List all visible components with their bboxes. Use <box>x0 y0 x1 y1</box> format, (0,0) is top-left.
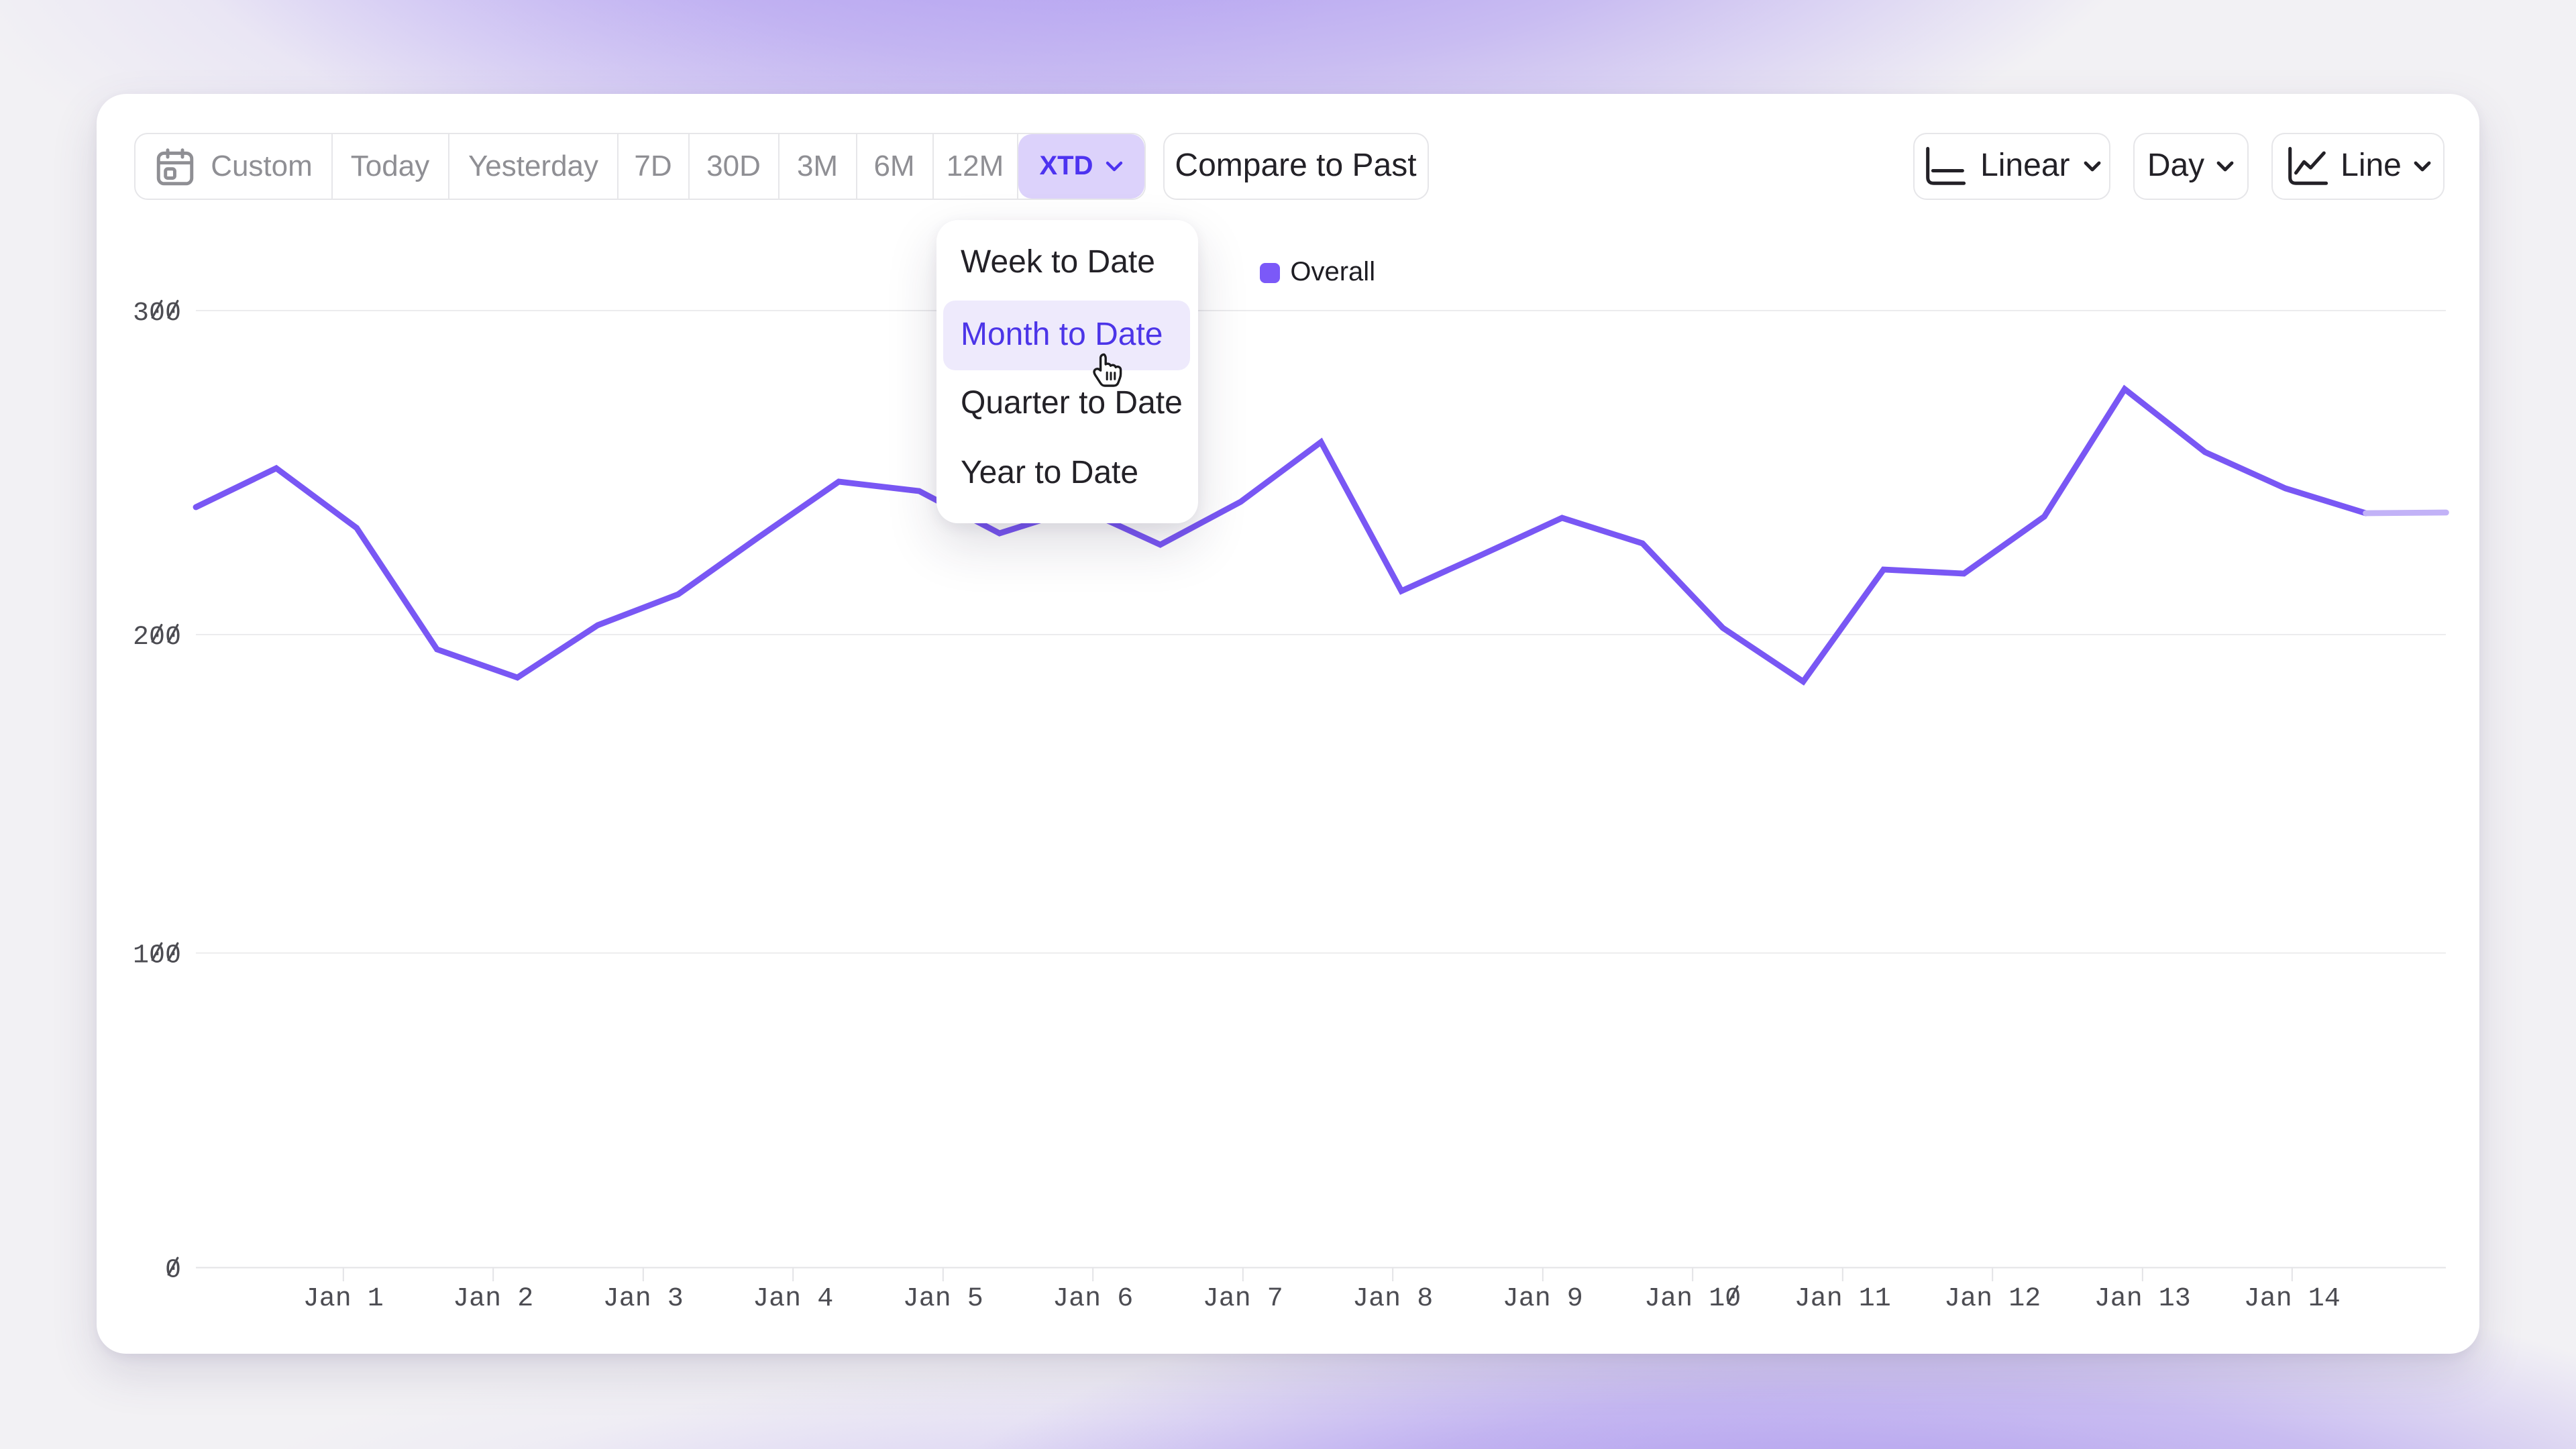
svg-text:Jan 3: Jan 3 <box>603 1284 684 1314</box>
svg-text:Jan 6: Jan 6 <box>1053 1284 1133 1314</box>
svg-text:200: 200 <box>133 623 181 653</box>
svg-text:Jan 10: Jan 10 <box>1644 1284 1741 1314</box>
svg-text:Jan 8: Jan 8 <box>1352 1284 1433 1314</box>
svg-text:Jan 7: Jan 7 <box>1203 1284 1283 1314</box>
svg-text:Jan 5: Jan 5 <box>903 1284 983 1314</box>
svg-text:Jan 12: Jan 12 <box>1944 1284 2041 1314</box>
svg-text:Jan 1: Jan 1 <box>303 1284 384 1314</box>
svg-text:Jan 11: Jan 11 <box>1794 1284 1891 1314</box>
svg-text:Jan 4: Jan 4 <box>753 1284 833 1314</box>
svg-text:0: 0 <box>165 1256 181 1286</box>
svg-text:100: 100 <box>133 941 181 971</box>
svg-text:Jan 14: Jan 14 <box>2244 1284 2341 1314</box>
svg-text:300: 300 <box>133 299 181 329</box>
svg-text:Jan 2: Jan 2 <box>453 1284 533 1314</box>
svg-text:Jan 13: Jan 13 <box>2094 1284 2191 1314</box>
svg-text:Jan 9: Jan 9 <box>1503 1284 1583 1314</box>
